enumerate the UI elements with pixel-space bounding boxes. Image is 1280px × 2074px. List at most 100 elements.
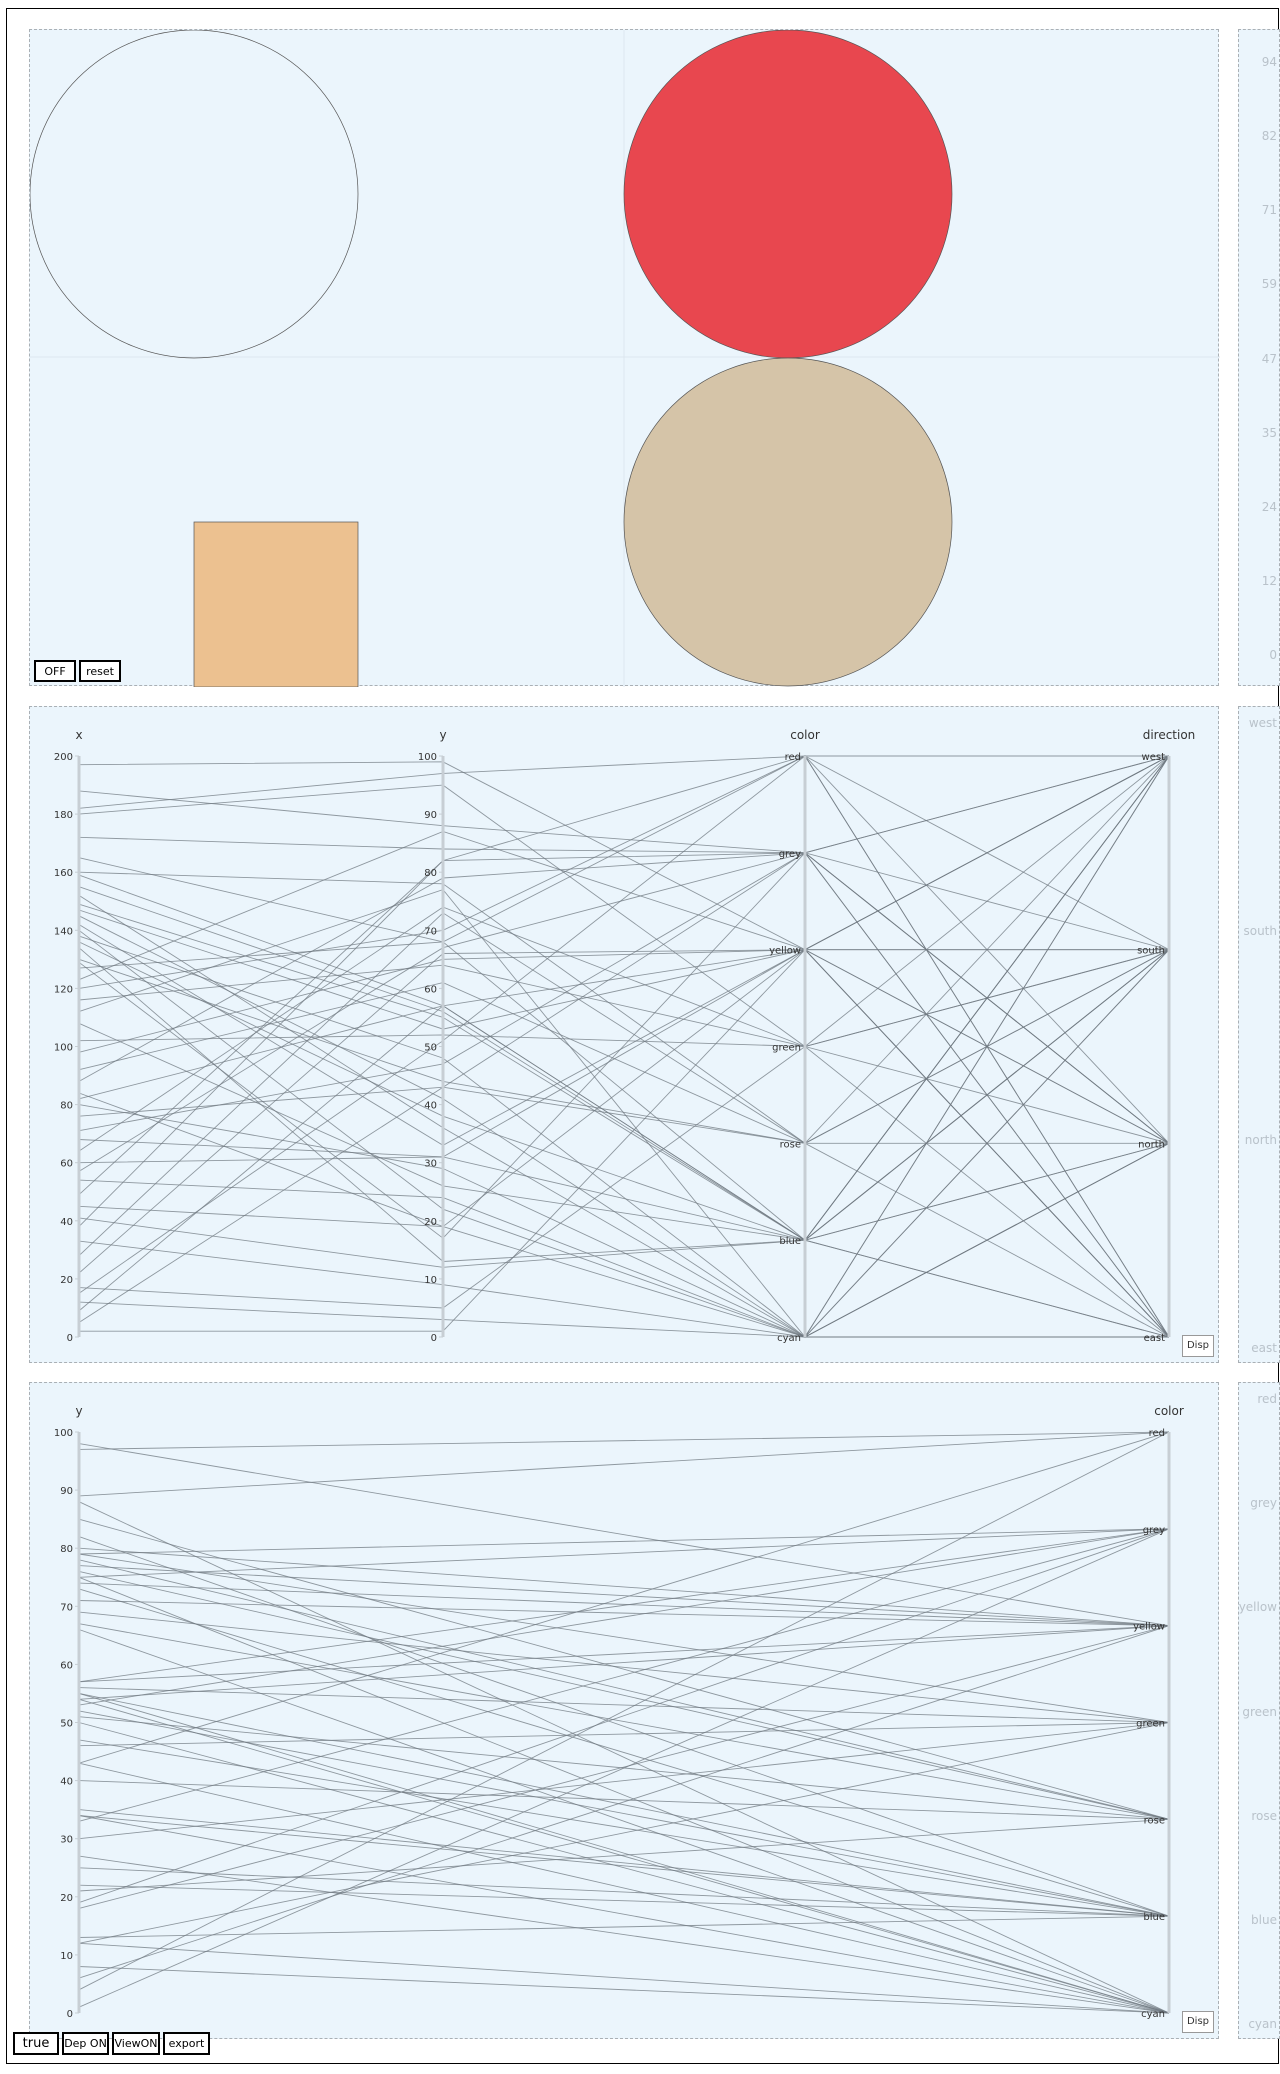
tick-label: 60 (424, 984, 437, 995)
true-toggle[interactable]: true (13, 2032, 59, 2055)
side-label: 82 (1262, 129, 1277, 143)
record-line (79, 1571, 1169, 1819)
record-line (79, 1432, 1169, 1990)
tick-label: 80 (60, 1101, 73, 1112)
record-line (79, 890, 1169, 1337)
record-line (79, 756, 1169, 1323)
tick-label: 120 (54, 984, 73, 995)
tick-label: 10 (60, 1951, 73, 1962)
record-line (79, 1529, 1169, 1578)
view-on-button[interactable]: ViewON (112, 2032, 160, 2055)
side-label: cyan (1248, 2017, 1277, 2031)
disp-button-2[interactable]: Disp (1182, 2011, 1214, 2033)
record-line (79, 1529, 1169, 2007)
record-line (79, 1432, 1169, 1763)
category-label-blue: blue (779, 1236, 801, 1247)
tan-circle[interactable] (624, 358, 952, 686)
tick-label: 80 (60, 1544, 73, 1555)
record-line (79, 1624, 1169, 1820)
record-line (79, 1529, 1169, 1903)
side-label: 35 (1262, 426, 1277, 440)
record-line (79, 1241, 1169, 1337)
record-line (79, 948, 1169, 1262)
tick-label: 200 (54, 752, 73, 763)
record-line (79, 756, 1169, 1131)
record-lines (79, 1432, 1169, 2013)
tick-label: 30 (60, 1835, 73, 1846)
category-label-rose: rose (1144, 1815, 1165, 1826)
record-line (79, 907, 1169, 1151)
record-line (79, 1529, 1169, 1822)
tick-label: 50 (424, 1043, 437, 1054)
tick-label: 160 (54, 868, 73, 879)
record-line (79, 1699, 1169, 2013)
record-line (79, 1612, 1169, 1722)
parallel-chart-2: y0102030405060708090100colorredgreyyello… (30, 1383, 1220, 2040)
orange-square[interactable] (194, 522, 358, 687)
side-scale-panel: 94 82 71 59 47 35 24 12 0 (1238, 29, 1280, 686)
axis-title-y: y (439, 728, 446, 742)
tick-label: 40 (60, 1777, 73, 1788)
category-label-rose: rose (780, 1139, 801, 1150)
side-label: 71 (1262, 203, 1277, 217)
record-line (79, 853, 1169, 1227)
record-line (79, 1577, 1169, 2013)
record-line (79, 1688, 1169, 1723)
tick-label: 40 (60, 1217, 73, 1228)
parallel-chart-1: x 0 20 40 60 80 100 120 140 160 180 200 y 0 10 20 30 40 50… (30, 707, 1220, 1364)
side-color-panel: red grey yellow green rose blue cyan (1238, 1382, 1280, 2039)
parallel-chart-panel-1: x 0 20 40 60 80 100 120 140 160 180 200 y 0 10 20 30 40 50… (29, 706, 1219, 1363)
side-label: south (1243, 924, 1277, 938)
record-line (79, 756, 1169, 1267)
tick-label: 90 (424, 810, 437, 821)
record-line (79, 791, 1169, 1143)
category-label-yellow: yellow (769, 946, 801, 957)
record-line (79, 1548, 1169, 1626)
tick-label: 50 (60, 1719, 73, 1730)
off-button[interactable]: OFF (34, 660, 76, 682)
tick-label: 100 (418, 752, 437, 763)
record-line (79, 1723, 1169, 1944)
record-line (79, 1529, 1169, 1554)
red-circle[interactable] (624, 30, 952, 358)
outline-circle[interactable] (30, 30, 358, 358)
side-label: blue (1251, 1913, 1277, 1927)
record-line (79, 1810, 1169, 1917)
disp-button-1[interactable]: Disp (1182, 1335, 1214, 1357)
side-label: 94 (1262, 55, 1277, 69)
record-line (79, 1626, 1169, 1682)
dep-on-button[interactable]: Dep ON (62, 2032, 109, 2055)
record-line (79, 853, 1169, 1337)
side-label: rose (1251, 1809, 1277, 1823)
tick-label: 20 (60, 1893, 73, 1904)
category-label-south: south (1137, 946, 1165, 957)
side-label: north (1245, 1133, 1277, 1147)
record-line (79, 1816, 1169, 2014)
tick-label: 0 (67, 2009, 73, 2020)
side-label: west (1249, 716, 1277, 730)
record-line (79, 965, 1169, 1337)
tick-label: 180 (54, 810, 73, 821)
tick-label: 10 (424, 1275, 437, 1286)
category-label-east: east (1144, 1333, 1165, 1344)
category-label-west: west (1142, 752, 1166, 763)
category-label-north: north (1138, 1139, 1165, 1150)
record-line (79, 936, 1169, 1337)
reset-button[interactable]: reset (79, 660, 121, 682)
side-label: yellow (1239, 1600, 1277, 1614)
axis-title-x: x (75, 728, 82, 742)
side-label: 59 (1262, 277, 1277, 291)
record-line (79, 1763, 1169, 2013)
tick-label: 40 (424, 1101, 437, 1112)
side-label: grey (1250, 1496, 1277, 1510)
side-label: 47 (1262, 352, 1277, 366)
tick-label: 140 (54, 926, 73, 937)
tick-label: 100 (54, 1043, 73, 1054)
export-button[interactable]: export (163, 2032, 210, 2055)
record-line (79, 1143, 1169, 1240)
tick-label: 70 (60, 1602, 73, 1613)
tick-label: 90 (60, 1486, 73, 1497)
record-line (79, 1943, 1169, 2013)
side-label: 24 (1262, 500, 1277, 514)
record-line (79, 1868, 1169, 1916)
